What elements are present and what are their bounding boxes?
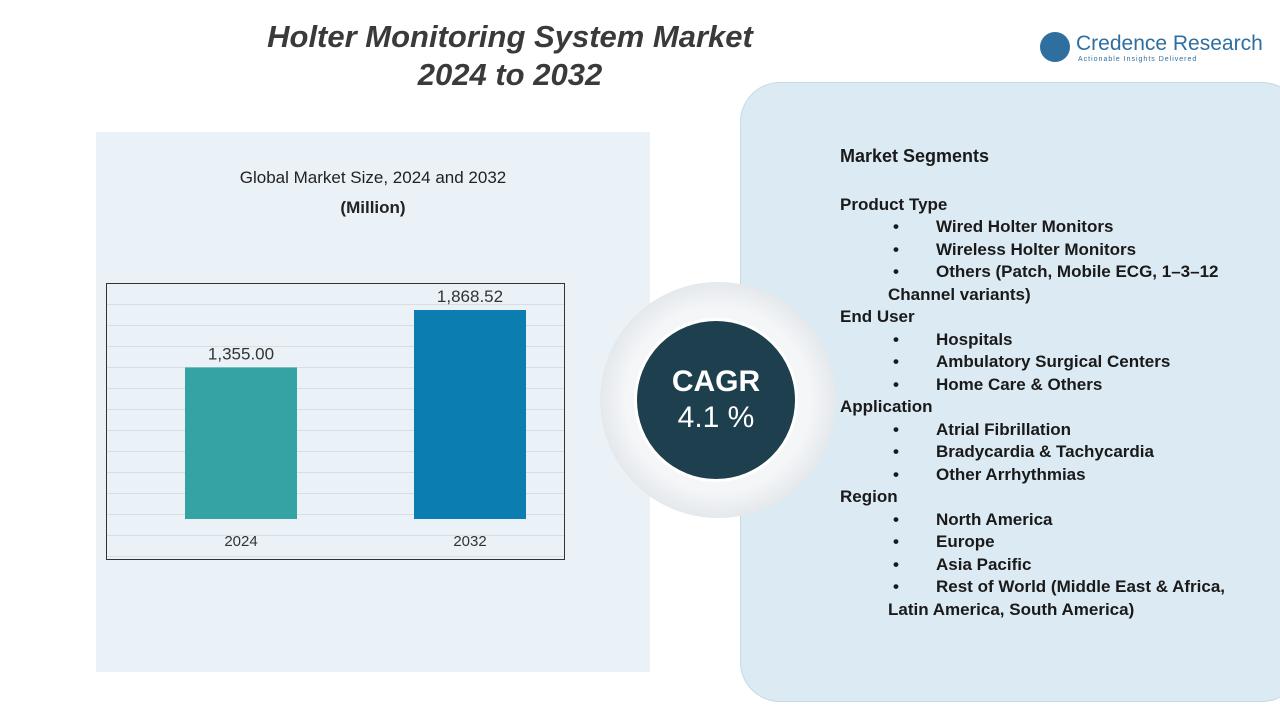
- brand-logo: [1040, 32, 1070, 62]
- segment-item: • Rest of World (Middle East & Africa, La…: [888, 576, 1260, 621]
- segment-item: • Asia Pacific: [888, 554, 1260, 577]
- segment-item: • Hospitals: [888, 329, 1260, 352]
- x-tick-label: 2032: [453, 533, 486, 550]
- segment-item-text: Bradycardia & Tachycardia: [936, 442, 1154, 461]
- segment-group: Product Type: [840, 194, 948, 214]
- segment-item: • Others (Patch, Mobile ECG, 1–3–12 Chann…: [888, 261, 1260, 306]
- value-label: 1,355.00: [208, 344, 274, 363]
- segment-item-text: Home Care & Others: [936, 374, 1103, 394]
- bullet: •: [893, 464, 899, 484]
- bullet: •: [893, 262, 899, 281]
- segment-item-text: North America: [936, 509, 1053, 529]
- chart-subtitle: (Million): [340, 198, 406, 217]
- bullet: •: [893, 329, 899, 349]
- segment-item: • North America: [888, 509, 1260, 532]
- chart: 1,355.00 2024 1,868.52 2032: [185, 287, 526, 550]
- bullet: •: [893, 352, 899, 371]
- title-line: Holter Monitoring System Market: [267, 19, 753, 54]
- segment-item: • Bradycardia & Tachycardia: [888, 441, 1260, 464]
- bullet: •: [893, 509, 899, 529]
- x-tick-label: 2024: [224, 533, 257, 550]
- segment-item-text: Europe: [936, 532, 995, 551]
- value-label: 1,868.52: [437, 287, 503, 306]
- segment-item-text: Wired Holter Monitors: [936, 217, 1114, 236]
- segment-item-text: Other Arrhythmias: [936, 464, 1086, 484]
- bullet: •: [893, 374, 899, 394]
- cagr-badge: CAGR 4.1 %: [634, 318, 798, 482]
- brand-name: Credence Research: [1076, 32, 1263, 55]
- segment-item-text: Hospitals: [936, 329, 1013, 349]
- bar: [414, 310, 526, 519]
- bullet: •: [893, 577, 899, 596]
- segment-item-text: Ambulatory Surgical Centers: [936, 352, 1171, 371]
- bullet: •: [893, 419, 899, 439]
- segment-group: Region: [840, 487, 898, 506]
- segment-item: • Atrial Fibrillation: [888, 419, 1260, 442]
- bullet: •: [893, 217, 899, 236]
- segment-item-text: Others (Patch, Mobile ECG, 1–3–12 Channe…: [888, 262, 1219, 304]
- segment-item: • Ambulatory Surgical Centers: [888, 351, 1260, 374]
- bar: [185, 367, 297, 519]
- segment-item-text: Atrial Fibrillation: [936, 419, 1072, 439]
- title-line: 2024 to 2032: [417, 57, 603, 92]
- segment-item-text: Rest of World (Middle East & Africa, Lat…: [888, 577, 1226, 619]
- brand-tagline: Actionable Insights Delivered: [1078, 56, 1198, 63]
- segment-item: • Wireless Holter Monitors: [888, 239, 1260, 262]
- bullet: •: [893, 442, 899, 461]
- segment-item-text: Asia Pacific: [936, 554, 1032, 574]
- segments: Market Segments Product Type • Wired Holter…: [840, 145, 1260, 621]
- segment-item: • Wired Holter Monitors: [888, 216, 1260, 239]
- bullet: •: [893, 532, 899, 551]
- segment-item-text: Wireless Holter Monitors: [936, 239, 1137, 259]
- segment-item: • Other Arrhythmias: [888, 464, 1260, 487]
- segment-item: • Europe: [888, 531, 1260, 554]
- bullet: •: [893, 554, 899, 574]
- segments-title: Market Segments: [840, 146, 990, 166]
- cagr-value: 4.1 %: [677, 401, 755, 434]
- cagr-label: CAGR: [671, 365, 761, 398]
- segment-group: End User: [840, 307, 915, 326]
- segment-group: Application: [840, 397, 933, 416]
- page-title: Holter Monitoring System Market 2024 to 2…: [200, 18, 820, 94]
- segment-item: • Home Care & Others: [888, 374, 1260, 397]
- chart-title: Global Market Size, 2024 and 2032: [239, 168, 507, 187]
- bullet: •: [893, 239, 899, 259]
